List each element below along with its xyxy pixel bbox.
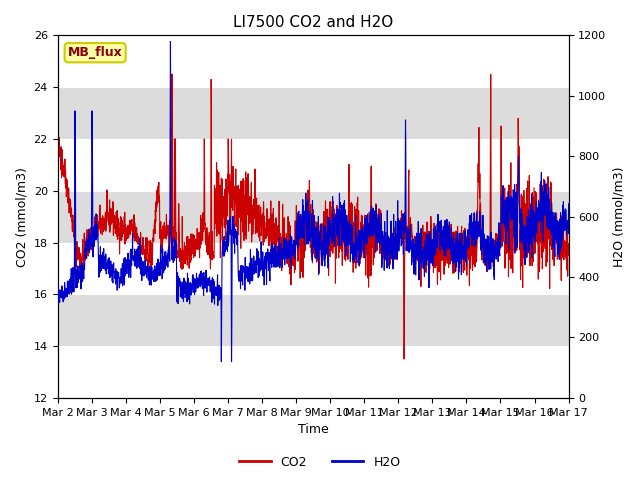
X-axis label: Time: Time <box>298 423 328 436</box>
Title: LI7500 CO2 and H2O: LI7500 CO2 and H2O <box>233 15 393 30</box>
Bar <box>58 36 568 87</box>
Bar <box>58 139 568 191</box>
Bar <box>58 87 568 139</box>
Bar <box>58 242 568 294</box>
Y-axis label: CO2 (mmol/m3): CO2 (mmol/m3) <box>15 167 28 266</box>
Bar <box>58 346 568 398</box>
Bar <box>58 191 568 242</box>
Text: MB_flux: MB_flux <box>68 46 122 59</box>
Legend: CO2, H2O: CO2, H2O <box>234 451 406 474</box>
Y-axis label: H2O (mmol/m3): H2O (mmol/m3) <box>612 167 625 267</box>
Bar <box>58 294 568 346</box>
